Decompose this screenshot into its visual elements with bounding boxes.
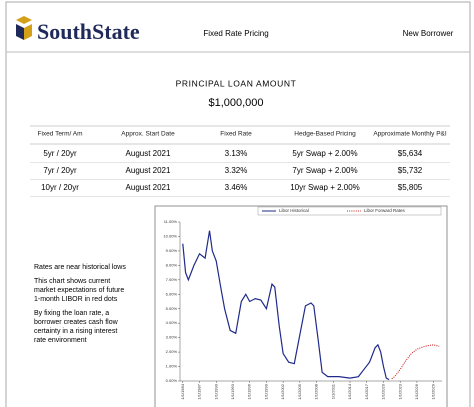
table-cell: 7yr / 20yr xyxy=(43,166,77,175)
column-header: Hedge-Based Pricing xyxy=(294,131,356,138)
logo-text: SouthState xyxy=(37,19,140,44)
x-tick-label: 1/1/2029 xyxy=(431,383,436,399)
borrower-type: New Borrower xyxy=(403,29,454,38)
note-line: rate environment xyxy=(34,337,87,344)
note-line: Rates are near historical lows xyxy=(34,264,126,271)
x-tick-label: 1/1/1984 xyxy=(180,383,185,399)
y-tick-label: 5.00% xyxy=(166,306,178,311)
series-line xyxy=(391,344,440,380)
x-tick-label: 1/1/2017 xyxy=(364,383,369,399)
x-tick-label: 1/1/1996 xyxy=(247,383,252,399)
loan-label: PRINCIPAL LOAN AMOUNT xyxy=(176,78,297,88)
y-tick-label: 4.00% xyxy=(166,320,178,325)
series-line xyxy=(182,230,390,381)
y-tick-label: 11.00% xyxy=(164,219,178,224)
note-line: certainty in a rising interest xyxy=(34,328,117,335)
x-tick-label: 1/1/2011 xyxy=(330,383,335,399)
y-tick-label: 7.00% xyxy=(166,277,178,282)
pricing-table: Fixed Term/ Am Approx. Start Date Fixed Ra… xyxy=(30,125,450,197)
x-tick-label: 1/1/2008 xyxy=(314,383,319,399)
x-tick-label: 1/1/2023 xyxy=(397,383,402,399)
note-line: By fixing the loan rate, a xyxy=(34,310,109,317)
loan-amount: $1,000,000 xyxy=(208,97,263,109)
column-header: Fixed Term/ Am xyxy=(37,131,82,138)
y-tick-label: 6.00% xyxy=(166,291,178,296)
table-cell: August 2021 xyxy=(126,166,171,175)
y-tick-label: 0.00% xyxy=(166,378,178,383)
y-tick-label: 2.00% xyxy=(166,349,178,354)
x-tick-label: 1/1/2020 xyxy=(381,383,386,399)
legend-label: Libor Forward Rates xyxy=(364,208,406,213)
note-line: This chart shows current xyxy=(34,278,110,285)
table-cell: 10yr / 20yr xyxy=(41,183,79,192)
x-tick-label: 1/1/2002 xyxy=(280,383,285,399)
table-cell: $5,634 xyxy=(398,149,423,158)
x-tick-label: 1/1/2014 xyxy=(347,383,352,399)
x-tick-label: 1/1/1993 xyxy=(230,383,235,399)
table-cell: 3.13% xyxy=(225,149,248,158)
note-line: market expectations of future xyxy=(34,287,124,294)
y-tick-label: 1.00% xyxy=(166,364,178,369)
x-tick-label: 1/1/1990 xyxy=(213,383,218,399)
chart: 0.00% 1.00% 2.00% 3.00% 4.00% 5.00% 6.00% 7.00%… xyxy=(154,205,448,407)
y-tick-label: 8.00% xyxy=(166,262,178,267)
table-cell: August 2021 xyxy=(126,183,171,192)
table-cell: $5,732 xyxy=(398,166,423,175)
note-line: borrower creates cash flow xyxy=(34,319,119,326)
y-tick-label: 10.00% xyxy=(163,234,177,239)
x-tick-label: 1/1/2026 xyxy=(414,383,419,399)
table-cell: 3.46% xyxy=(225,183,248,192)
table-cell: 5yr / 20yr xyxy=(43,149,77,158)
table-cell: August 2021 xyxy=(126,149,171,158)
table-cell: $5,805 xyxy=(398,183,423,192)
table-cell: 10yr Swap + 2.00% xyxy=(290,183,360,192)
table-cell: 7yr Swap + 2.00% xyxy=(292,166,357,175)
x-tick-label: 1/1/1999 xyxy=(263,383,268,399)
x-tick-label: 1/1/1987 xyxy=(197,383,202,399)
logo-icon xyxy=(16,16,32,40)
notes: Rates are near historical lows This chart… xyxy=(34,264,126,344)
column-header: Fixed Rate xyxy=(220,131,252,138)
y-tick-label: 9.00% xyxy=(166,248,178,253)
chart-frame xyxy=(154,205,448,407)
page-title: Fixed Rate Pricing xyxy=(203,29,268,38)
legend-label: Libor Historical xyxy=(279,208,309,213)
table-cell: 3.32% xyxy=(225,166,248,175)
x-tick-label: 1/1/2005 xyxy=(297,383,302,399)
column-header: Approx. Start Date xyxy=(121,131,175,138)
note-line: 1-month LIBOR in red dots xyxy=(34,296,118,303)
column-header: Approximate Monthly P&I xyxy=(373,131,447,138)
y-tick-label: 3.00% xyxy=(166,335,178,340)
table-cell: 5yr Swap + 2.00% xyxy=(292,149,357,158)
